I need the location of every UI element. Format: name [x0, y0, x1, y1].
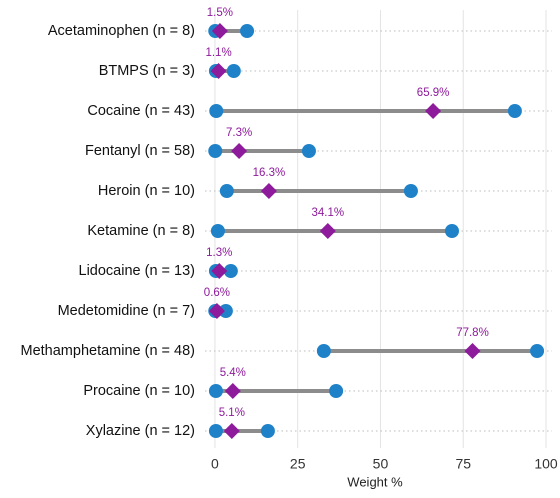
min-dot	[208, 384, 223, 398]
max-dot	[403, 184, 418, 198]
x-tick-label: 0	[211, 456, 219, 472]
median-diamond	[319, 223, 336, 239]
max-dot	[507, 104, 522, 118]
median-diamond	[211, 23, 228, 39]
median-label: 77.8%	[456, 327, 489, 339]
x-axis-label: Weight %	[347, 474, 403, 489]
x-tick-label: 75	[455, 456, 471, 472]
category-label: Lidocaine (n = 13)	[79, 263, 195, 279]
median-label: 65.9%	[417, 87, 450, 99]
median-diamond	[223, 423, 240, 439]
category-label: Xylazine (n = 12)	[86, 423, 195, 439]
median-diamond	[208, 303, 225, 319]
min-dot	[210, 224, 225, 238]
min-dot	[209, 104, 224, 118]
median-diamond	[260, 183, 277, 199]
median-diamond	[211, 263, 228, 279]
min-dot	[208, 424, 223, 438]
max-dot	[240, 24, 255, 38]
category-label: Cocaine (n = 43)	[87, 103, 195, 119]
median-diamond	[231, 143, 248, 159]
category-label: BTMPS (n = 3)	[99, 63, 195, 79]
median-diamond	[464, 343, 481, 359]
category-label: Methamphetamine (n = 48)	[21, 343, 196, 359]
median-label: 0.6%	[204, 287, 230, 299]
max-dot	[260, 424, 275, 438]
median-label: 34.1%	[312, 207, 345, 219]
max-dot	[444, 224, 459, 238]
median-label: 1.5%	[207, 7, 233, 19]
x-tick-label: 100	[534, 456, 558, 472]
median-diamond	[210, 63, 227, 79]
x-tick-label: 25	[290, 456, 306, 472]
median-label: 7.3%	[226, 127, 252, 139]
category-label: Ketamine (n = 8)	[87, 223, 195, 239]
median-label: 16.3%	[253, 167, 286, 179]
category-label: Medetomidine (n = 7)	[58, 303, 195, 319]
median-label: 5.1%	[219, 407, 245, 419]
category-label: Fentanyl (n = 58)	[85, 143, 195, 159]
x-tick-label: 50	[373, 456, 389, 472]
median-label: 1.3%	[206, 247, 232, 259]
category-label: Heroin (n = 10)	[98, 183, 195, 199]
min-dot	[316, 344, 331, 358]
median-diamond	[425, 103, 442, 119]
category-label: Acetaminophen (n = 8)	[48, 23, 195, 39]
category-label: Procaine (n = 10)	[83, 383, 195, 399]
max-dot	[530, 344, 545, 358]
median-label: 5.4%	[220, 367, 246, 379]
min-dot	[219, 184, 234, 198]
median-label: 1.1%	[205, 47, 231, 59]
max-dot	[223, 264, 238, 278]
max-dot	[226, 64, 241, 78]
max-dot	[329, 384, 344, 398]
max-dot	[301, 144, 316, 158]
min-dot	[208, 144, 223, 158]
median-diamond	[224, 383, 241, 399]
max-dot	[218, 304, 233, 318]
